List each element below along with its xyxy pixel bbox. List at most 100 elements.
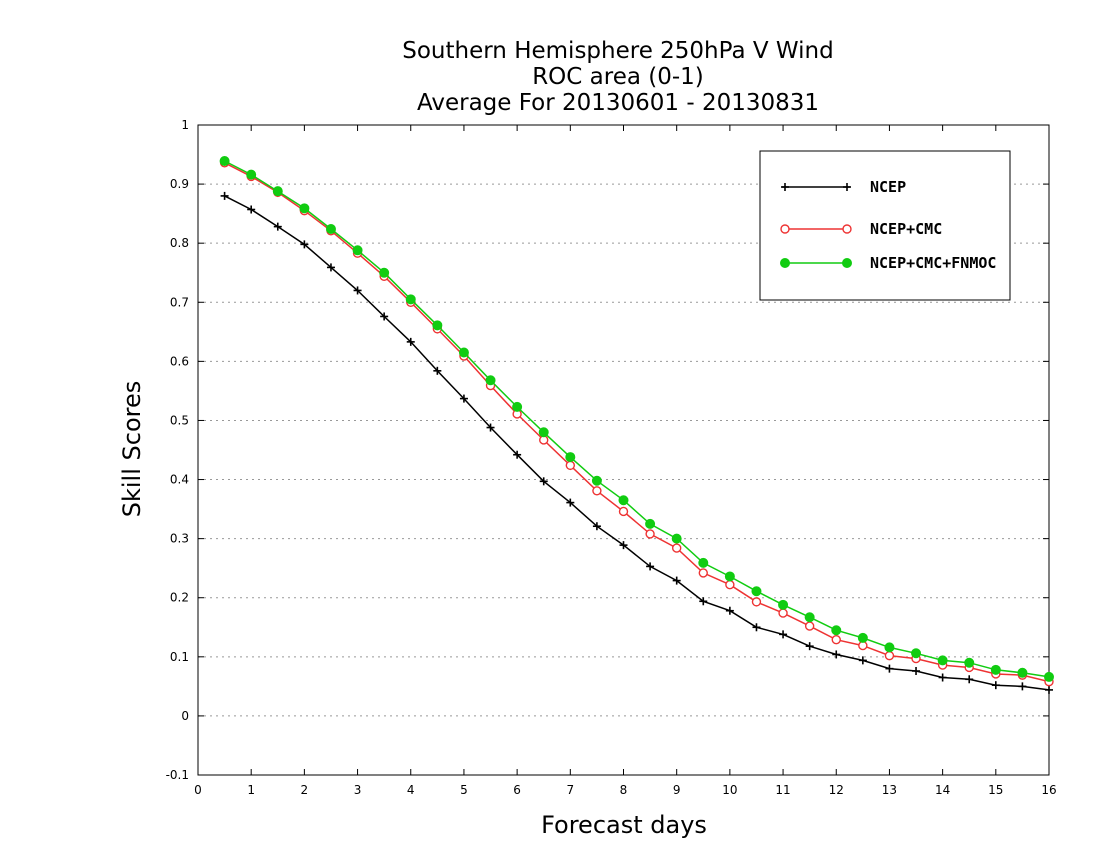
x-tick-label: 8 <box>620 783 628 797</box>
data-point-ncep-cmc-fnmoc <box>565 452 576 463</box>
legend-label: NCEP <box>870 178 906 196</box>
data-point-ncep-cmc-fnmoc <box>379 267 390 278</box>
data-point-ncep <box>752 623 761 632</box>
y-tick-label: 0.4 <box>170 473 189 487</box>
data-point-ncep-cmc-fnmoc <box>698 557 709 568</box>
data-point-ncep <box>273 222 282 231</box>
data-point-ncep <box>353 286 362 295</box>
y-tick-label: 0.3 <box>170 532 189 546</box>
data-point-ncep-cmc <box>645 529 655 539</box>
x-tick-label: 0 <box>194 783 202 797</box>
x-tick-label: 13 <box>882 783 897 797</box>
chart-title-line-2: ROC area (0-1) <box>532 64 704 90</box>
x-tick-label: 9 <box>673 783 681 797</box>
legend-entries: NCEP NCEP+CMC NCEP+CMC+FNMOC <box>780 178 996 272</box>
data-point-ncep-cmc-fnmoc <box>1017 667 1028 678</box>
legend-label: NCEP+CMC+FNMOC <box>870 254 996 272</box>
data-point-ncep-cmc <box>725 580 735 590</box>
data-point-ncep-cmc <box>804 621 815 631</box>
data-point-ncep-cmc-fnmoc <box>432 320 443 331</box>
axes: -0.100.10.20.30.40.50.60.70.80.910 1 2 3 4 5 6… <box>166 118 1057 797</box>
data-point-ncep <box>326 263 335 272</box>
data-point-ncep-cmc-fnmoc <box>458 347 469 358</box>
data-point-ncep-cmc-fnmoc <box>299 203 310 214</box>
data-point-ncep-cmc-fnmoc <box>831 625 842 636</box>
legend: NCEP NCEP+CMC NCEP+CMC+FNMOC <box>759 150 1011 301</box>
data-point-ncep <box>646 562 655 571</box>
data-point-ncep <box>672 576 681 585</box>
legend-box <box>759 150 1011 301</box>
data-point-ncep-cmc-fnmoc <box>618 495 629 506</box>
x-tick-label: 5 <box>460 783 468 797</box>
data-point-ncep <box>592 522 601 531</box>
x-tick-label: 4 <box>407 783 415 797</box>
series-line-ncep <box>224 195 1050 691</box>
x-tick-label: 14 <box>935 783 950 797</box>
data-point-ncep-cmc-fnmoc <box>884 642 895 653</box>
data-point-ncep <box>300 240 309 249</box>
y-tick-label: 0.7 <box>170 295 189 309</box>
data-point-ncep <box>858 656 867 665</box>
data-point-ncep <box>938 673 947 682</box>
data-point-ncep-cmc <box>565 460 576 471</box>
data-point-ncep-cmc-fnmoc <box>352 245 363 256</box>
x-tick-label: 15 <box>988 783 1003 797</box>
data-point-ncep-cmc-fnmoc <box>405 294 416 305</box>
data-point-ncep <box>779 630 788 639</box>
y-tick-label: 0 <box>181 709 189 723</box>
data-point-ncep-cmc <box>618 506 629 517</box>
y-tick-label: 0.2 <box>170 591 189 605</box>
data-point-ncep-cmc <box>592 486 602 496</box>
legend-marker-end <box>842 224 852 234</box>
data-point-ncep-cmc-fnmoc <box>724 571 735 582</box>
data-point-ncep-cmc-fnmoc <box>990 664 1001 675</box>
data-point-ncep <box>459 394 468 403</box>
data-point-ncep-cmc-fnmoc <box>645 518 656 529</box>
data-point-ncep <box>619 541 628 550</box>
data-point-ncep <box>220 191 229 200</box>
y-tick-label: 0.8 <box>170 236 189 250</box>
series-layer <box>219 156 1054 694</box>
data-point-ncep <box>991 681 1000 690</box>
y-tick-label: 0.9 <box>170 177 189 191</box>
data-point-ncep-cmc-fnmoc <box>538 427 549 438</box>
data-point-ncep <box>699 597 708 606</box>
y-tick-label: 1 <box>181 118 189 132</box>
data-point-ncep-cmc-fnmoc <box>671 533 682 544</box>
series-ncep <box>220 191 1053 694</box>
legend-item-ncep: NCEP <box>781 178 906 196</box>
data-point-ncep <box>1045 685 1053 694</box>
data-point-ncep <box>406 337 415 346</box>
data-point-ncep <box>433 366 442 375</box>
data-point-ncep <box>912 667 921 675</box>
data-point-ncep-cmc-fnmoc <box>246 169 257 180</box>
chart-title-line-3: Average For 20130601 - 20130831 <box>417 90 819 116</box>
data-point-ncep-cmc-fnmoc <box>964 657 975 668</box>
legend-marker-end <box>842 258 852 268</box>
x-tick-label: 7 <box>566 783 574 797</box>
chart-title-line-1: Southern Hemisphere 250hPa V Wind <box>402 38 833 64</box>
data-point-ncep-cmc-fnmoc <box>778 599 789 610</box>
data-point-ncep-cmc-fnmoc <box>325 224 336 234</box>
data-point-ncep <box>247 205 256 214</box>
data-point-ncep-cmc-fnmoc <box>485 375 496 386</box>
y-axis-label: Skill Scores <box>118 381 146 518</box>
data-point-ncep-cmc-fnmoc <box>937 655 948 666</box>
data-point-ncep <box>885 664 894 673</box>
x-tick-label: 16 <box>1041 783 1056 797</box>
x-tick-label: 3 <box>354 783 362 797</box>
x-tick-label: 1 <box>247 783 255 797</box>
data-point-ncep-cmc-fnmoc <box>1044 671 1054 682</box>
data-point-ncep-cmc-fnmoc <box>512 401 523 412</box>
data-point-ncep-cmc-fnmoc <box>804 612 815 623</box>
data-point-ncep-cmc-fnmoc <box>751 586 762 597</box>
x-tick-label: 2 <box>301 783 309 797</box>
y-tick-label: 0.5 <box>170 413 189 427</box>
data-point-ncep-cmc <box>778 608 788 618</box>
x-axis-label: Forecast days <box>541 811 707 839</box>
y-tick-label: 0.6 <box>170 354 189 368</box>
y-tick-label: 0.1 <box>170 650 189 664</box>
data-point-ncep <box>380 312 389 321</box>
data-point-ncep-cmc <box>671 543 682 553</box>
